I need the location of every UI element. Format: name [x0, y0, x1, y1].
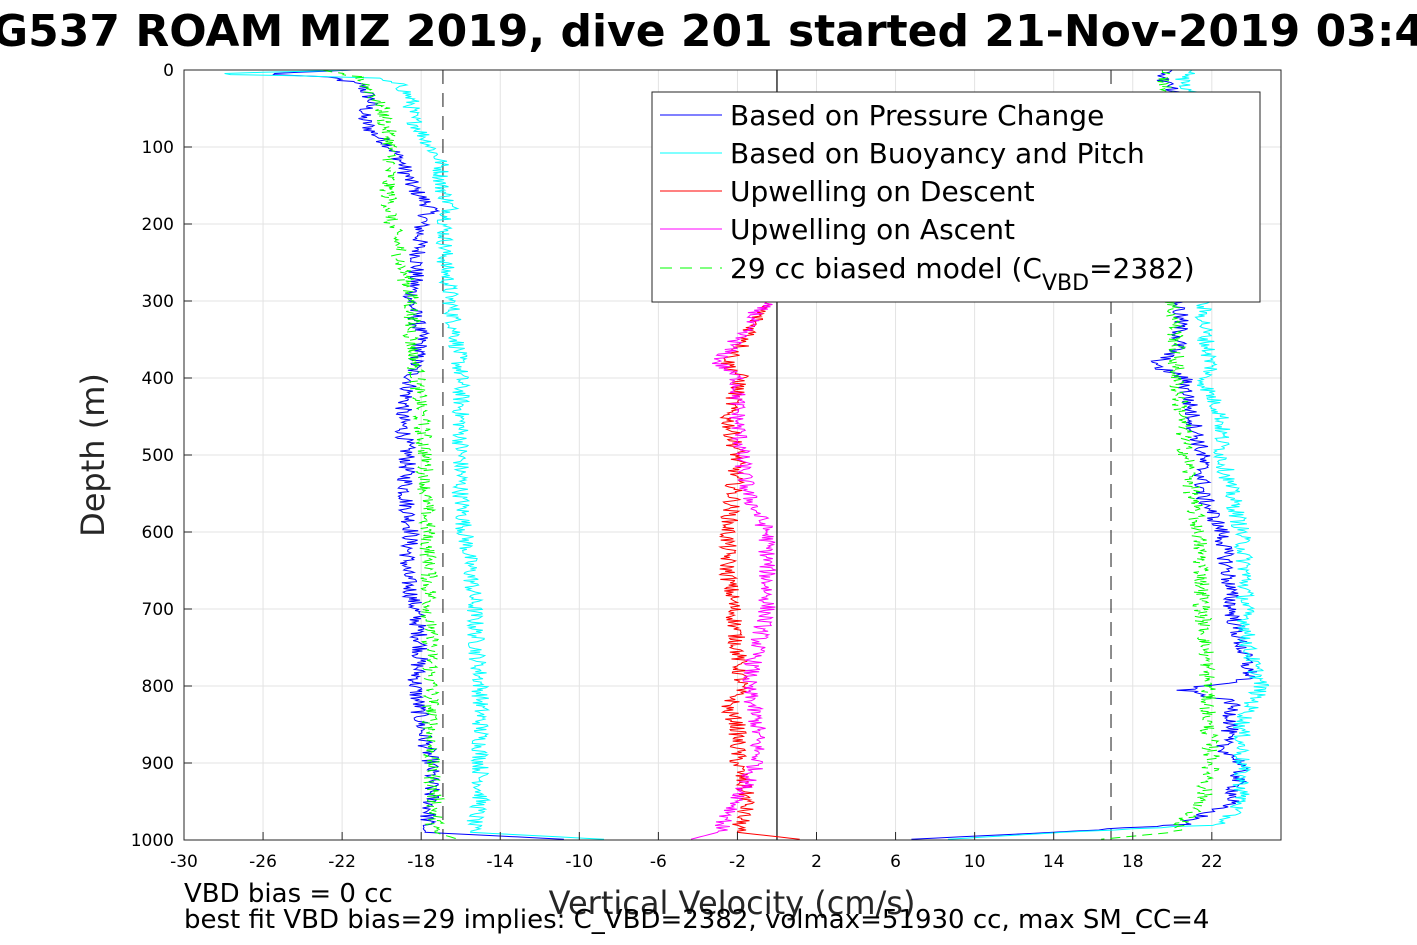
- y-tick-label: 700: [142, 600, 174, 620]
- legend-label-biased-model-end: =2382): [1089, 252, 1195, 285]
- y-tick-label: 300: [142, 292, 174, 312]
- legend-label-upwelling-ascent: Upwelling on Ascent: [730, 213, 1015, 246]
- y-ticks: 0 100 200 300 400 500 600 700 800 900 1000: [131, 61, 192, 851]
- x-tick-label: 6: [890, 852, 901, 872]
- y-tick-label: 100: [142, 138, 174, 158]
- series-line: [224, 69, 605, 840]
- x-tick-label: -26: [249, 852, 277, 872]
- series-line: [322, 69, 459, 840]
- legend-label-biased-model: 29 cc biased model (CVBD=2382): [730, 252, 1195, 296]
- x-tick-label: -2: [729, 852, 746, 872]
- legend-box: [651, 91, 1261, 303]
- x-tick-label: -14: [486, 852, 514, 872]
- y-tick-label: 1000: [131, 831, 174, 851]
- y-tick-label: 800: [142, 677, 174, 697]
- series-line: [272, 69, 564, 840]
- x-tick-label: 14: [1043, 852, 1065, 872]
- legend-label-buoyancy: Based on Buoyancy and Pitch: [730, 137, 1145, 170]
- legend-label-biased-model-sub: VBD: [1042, 271, 1089, 296]
- x-ticks: -30 -26 -22 -18 -14 -10 -6 -2 2 6 10 14 18 22: [170, 832, 1223, 872]
- x-tick-label: -30: [170, 852, 198, 872]
- x-tick-label: 2: [811, 852, 822, 872]
- x-tick-label: 10: [964, 852, 986, 872]
- series-line: [690, 300, 777, 840]
- x-tick-label: -18: [407, 852, 435, 872]
- x-tick-label: -22: [328, 852, 356, 872]
- y-tick-label: 200: [142, 215, 174, 235]
- y-tick-label: 400: [142, 369, 174, 389]
- y-axis-label: Depth (m): [74, 373, 112, 537]
- legend-label-biased-model-main: 29 cc biased model (C: [730, 252, 1042, 285]
- legend-label-pressure: Based on Pressure Change: [730, 99, 1104, 132]
- y-tick-label: 600: [142, 523, 174, 543]
- y-tick-label: 900: [142, 754, 174, 774]
- x-tick-label: 18: [1122, 852, 1144, 872]
- chart-title: SG537 ROAM MIZ 2019, dive 201 started 21…: [0, 6, 1417, 57]
- y-tick-label: 0: [163, 61, 174, 81]
- x-tick-label: 22: [1201, 852, 1223, 872]
- vbd-bias-note: VBD bias = 0 cc: [184, 879, 393, 909]
- x-tick-label: -6: [650, 852, 667, 872]
- x-tick-label: -10: [565, 852, 593, 872]
- x-axis-label: Vertical Velocity (cm/s): [549, 884, 916, 922]
- legend-label-upwelling-descent: Upwelling on Descent: [730, 175, 1035, 208]
- legend: Based on Pressure Change Based on Buoyan…: [651, 91, 1261, 303]
- best-fit-note: best fit VBD bias=29 implies: C_VBD=2382…: [184, 905, 1209, 935]
- y-tick-label: 500: [142, 446, 174, 466]
